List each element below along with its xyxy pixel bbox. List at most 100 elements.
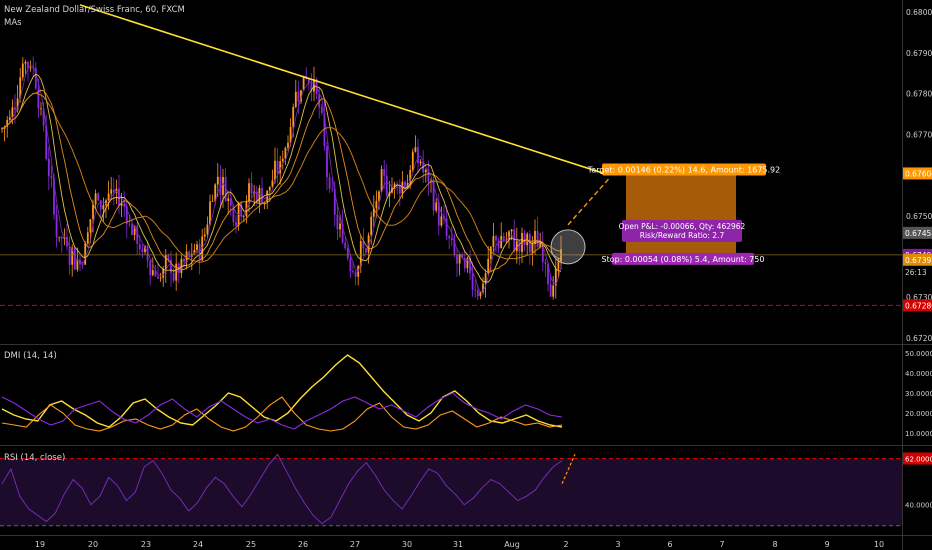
rsi-level-tag-bg — [903, 452, 932, 465]
candle-body — [86, 232, 89, 244]
candle-body — [476, 290, 479, 297]
candle-body — [440, 216, 443, 226]
candle-body — [383, 169, 386, 176]
target-label: Target: 0.00146 (0.22%) 14.6, Amount: 16… — [587, 165, 780, 174]
candle-body — [349, 258, 352, 272]
dmi-tick-label: 50.0000 — [905, 350, 932, 358]
candle-body — [279, 161, 282, 174]
candle-body — [276, 160, 279, 174]
candle-body — [250, 183, 253, 194]
rsi-level-tag: 62.0000 — [905, 456, 932, 464]
candle-body — [180, 258, 183, 274]
candle-body — [471, 273, 474, 290]
candle-body — [110, 189, 113, 194]
candle-body — [497, 240, 500, 249]
candle-body — [417, 147, 419, 164]
candle-body — [320, 107, 323, 113]
candle-body — [513, 229, 516, 252]
dmi-tick-label: 40.0000 — [905, 370, 932, 378]
candle-body — [224, 177, 227, 202]
candle-body — [118, 188, 120, 206]
stop-price-tag: 0.67280 — [905, 301, 932, 310]
candle-body — [435, 202, 438, 211]
position-overlay[interactable]: Target: 0.00146 (0.22%) 14.6, Amount: 16… — [550, 163, 780, 265]
candle-body — [523, 232, 526, 246]
candle-body — [495, 236, 497, 241]
candle-body — [484, 273, 487, 284]
dmi-tick-label: 10.0000 — [905, 430, 932, 438]
candle-body — [34, 68, 37, 89]
candle-body — [409, 170, 412, 184]
candle-body — [557, 261, 560, 270]
candle-body — [47, 158, 50, 177]
candle-body — [37, 88, 40, 109]
candle-body — [112, 189, 115, 193]
candle-body — [341, 223, 344, 243]
candle-body — [331, 188, 334, 190]
candle-body — [261, 187, 263, 203]
candle-body — [323, 112, 326, 147]
candle-body — [167, 254, 170, 260]
candle-body — [508, 231, 510, 240]
candle-body — [149, 260, 152, 275]
candle-body — [328, 177, 331, 189]
candle-body — [375, 200, 378, 209]
stop-price-tag-bg — [903, 299, 932, 312]
candle-body — [6, 119, 9, 127]
dmi-tick-label: 30.0000 — [905, 390, 932, 398]
candle-body — [463, 258, 466, 269]
candle-body — [66, 236, 68, 247]
rr-text: Risk/Reward Ratio: 2.7 — [640, 231, 725, 240]
candle-body — [289, 127, 292, 143]
target-price-tag-bg — [903, 167, 932, 180]
dmi-pane — [1, 354, 563, 432]
candle-body — [193, 249, 196, 254]
candle-body — [458, 254, 461, 264]
candle-body — [307, 78, 310, 84]
candle-body — [21, 63, 24, 78]
candle-body — [128, 223, 131, 225]
candle-body — [73, 247, 76, 270]
candle-body — [393, 183, 396, 188]
time-tick-label: 8 — [772, 540, 777, 549]
time-tick-label: 26 — [298, 540, 308, 549]
candle-body — [99, 200, 102, 210]
candle-body — [248, 183, 250, 202]
candle-body — [92, 204, 94, 220]
candle-body — [541, 242, 544, 262]
candle-body — [79, 259, 81, 265]
candle-body — [125, 206, 128, 224]
candle-body — [414, 147, 417, 152]
pnl-text: Open P&L: -0.00066, Qty: 462962 — [619, 222, 746, 231]
candle-body — [203, 234, 206, 237]
candle-body — [445, 218, 448, 237]
symbol-title: New Zealand Dollar/Swiss Franc, 60, FXCM — [4, 5, 185, 15]
candle-body — [297, 91, 300, 102]
candle-body — [528, 233, 531, 253]
candle-body — [55, 214, 58, 237]
candle-body — [175, 263, 178, 281]
candle-body — [216, 176, 219, 185]
mid-price-tag-bg — [903, 253, 932, 266]
candle-body — [419, 161, 422, 164]
upper-price-tag-bg — [903, 226, 932, 239]
candle-body — [151, 270, 154, 275]
dmi-label: DMI (14, 14) — [4, 351, 57, 361]
candle-body — [385, 175, 388, 196]
candle-body — [294, 91, 297, 108]
rsi-tick-label: 40.0000 — [905, 502, 932, 510]
time-tick-label: 6 — [667, 540, 672, 549]
stop-label-bg — [612, 252, 754, 265]
moving-average-line — [1, 92, 561, 263]
candle-body — [531, 244, 534, 253]
candle-body — [164, 254, 167, 270]
candle-body — [554, 269, 557, 286]
time-tick-label: 23 — [141, 540, 151, 549]
target-price-tag: 0.67604 — [905, 169, 932, 178]
candle-body — [19, 77, 22, 99]
candle-body — [552, 285, 555, 297]
